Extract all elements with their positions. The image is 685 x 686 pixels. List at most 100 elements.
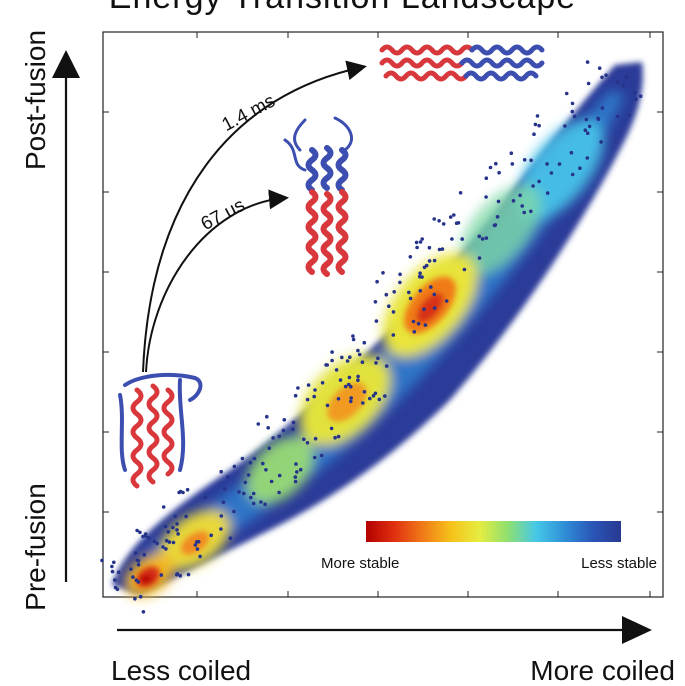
- density-dot: [437, 247, 442, 252]
- density-dot: [624, 75, 629, 79]
- y-axis-top-label: Post-fusion: [20, 30, 51, 170]
- density-dot: [535, 114, 540, 118]
- density-dot: [356, 348, 360, 353]
- density-dot: [271, 436, 275, 440]
- density-dot: [373, 300, 378, 304]
- density-dot: [312, 455, 317, 460]
- density-dot: [305, 441, 310, 445]
- density-dot: [586, 81, 591, 86]
- density-dot: [634, 97, 638, 101]
- density-dot: [460, 237, 465, 241]
- density-dot: [600, 75, 604, 80]
- pathway-arrow-short: [145, 189, 289, 373]
- density-dot: [418, 271, 422, 276]
- density-dot: [597, 66, 602, 70]
- density-dot: [432, 292, 437, 297]
- density-dot: [265, 414, 269, 419]
- density-dot: [141, 610, 146, 614]
- density-dot: [313, 388, 317, 392]
- density-dot: [325, 363, 330, 367]
- density-dot: [633, 90, 637, 95]
- density-dot: [135, 558, 139, 563]
- density-dot: [596, 117, 601, 121]
- density-dot: [133, 551, 138, 555]
- density-dot: [219, 469, 223, 474]
- density-dot: [407, 290, 411, 295]
- density-dot: [408, 254, 413, 259]
- density-dot: [232, 509, 236, 514]
- colorbar: [366, 521, 621, 542]
- density-dot: [282, 418, 287, 422]
- density-dot: [599, 140, 603, 144]
- density-dot: [261, 461, 265, 466]
- density-dot: [345, 359, 350, 363]
- density-dot: [452, 213, 456, 217]
- density-dot: [383, 394, 387, 398]
- density-dot: [615, 80, 620, 84]
- density-dot: [336, 434, 341, 439]
- frame-ticks: [103, 32, 663, 597]
- density-dot: [293, 479, 298, 484]
- density-dot: [243, 480, 248, 485]
- density-dot: [134, 578, 139, 582]
- density-dot: [600, 106, 605, 110]
- density-dot: [195, 540, 199, 544]
- density-dot: [266, 426, 271, 430]
- density-dot: [418, 240, 423, 244]
- density-dot: [178, 489, 183, 494]
- density-dot: [293, 475, 298, 479]
- density-dot: [221, 500, 226, 505]
- density-dot: [334, 368, 339, 372]
- density-dot: [100, 558, 104, 563]
- density-dot: [291, 427, 295, 432]
- density-dot: [155, 541, 159, 546]
- pathway-arrow-long: [142, 60, 367, 373]
- density-dot: [330, 358, 334, 363]
- density-dot: [351, 334, 355, 338]
- density-dot: [336, 397, 341, 401]
- density-dot: [368, 396, 372, 401]
- density-dot: [411, 319, 416, 324]
- density-dot: [416, 321, 421, 326]
- density-dot: [209, 533, 213, 538]
- density-dot: [509, 151, 514, 155]
- density-dot: [511, 199, 516, 203]
- density-dot: [240, 456, 245, 461]
- density-dot: [529, 158, 533, 163]
- density-dot: [306, 383, 311, 387]
- density-dot: [340, 355, 344, 360]
- density-dot: [510, 162, 515, 166]
- density-dot: [129, 567, 133, 571]
- density-dot: [219, 527, 223, 531]
- density-dot: [522, 210, 526, 215]
- density-dot: [520, 204, 524, 208]
- density-dot: [569, 150, 574, 155]
- density-dot: [175, 522, 179, 526]
- density-dot: [348, 355, 352, 360]
- density-dot: [545, 191, 550, 195]
- density-dot: [371, 394, 376, 398]
- density-dot: [432, 258, 437, 263]
- density-scatter-dots: [100, 60, 643, 614]
- density-dot: [531, 184, 535, 188]
- density-dot: [166, 530, 170, 534]
- x-axis-arrowhead: [622, 616, 652, 644]
- density-dot: [237, 490, 241, 494]
- density-dot: [448, 215, 453, 219]
- density-dot: [360, 360, 365, 365]
- density-dot: [522, 158, 527, 162]
- density-dot: [484, 176, 489, 180]
- density-dot: [529, 209, 533, 214]
- prefusion-helix-bundle: [118, 372, 203, 489]
- density-dot: [564, 91, 569, 96]
- density-dot: [494, 161, 498, 166]
- density-dot: [349, 399, 353, 404]
- density-dot: [477, 234, 482, 239]
- density-dot: [545, 162, 549, 166]
- density-dot: [484, 195, 488, 199]
- density-dot: [570, 109, 575, 114]
- density-dot: [186, 572, 191, 577]
- density-dot: [570, 172, 575, 177]
- density-dot: [232, 464, 237, 469]
- density-dot: [376, 356, 380, 361]
